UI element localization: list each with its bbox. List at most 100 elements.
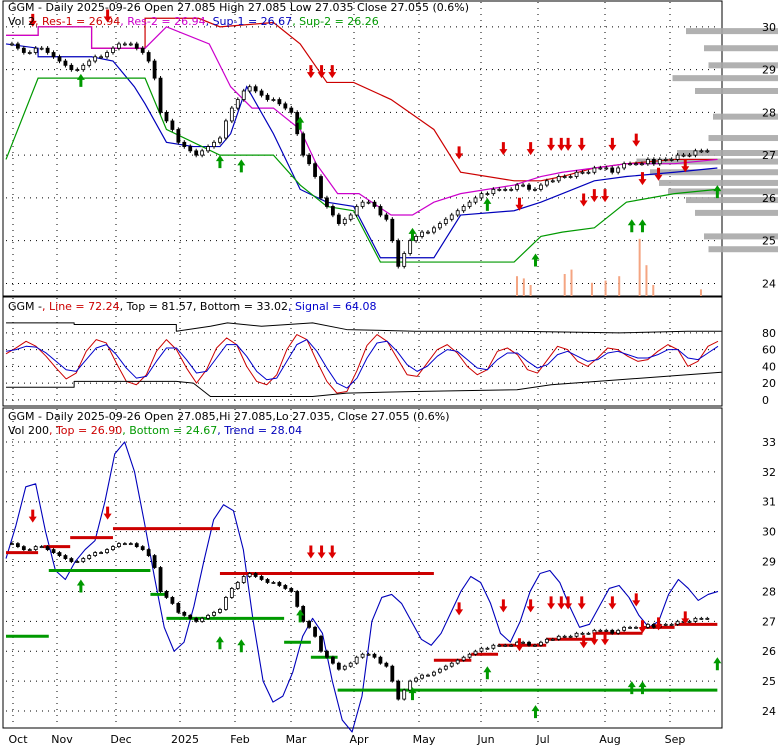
candle-body <box>188 614 193 619</box>
header-part: , Sup-2 = 26.26 <box>292 15 379 28</box>
sell-arrow <box>499 142 508 156</box>
candle-body <box>586 171 591 174</box>
price-series-line <box>5 43 718 259</box>
candle-body <box>164 111 169 122</box>
candle-body <box>277 99 282 105</box>
y-tick-label: 26 <box>762 645 776 658</box>
y-tick-label: 28 <box>762 585 776 598</box>
y-tick-label: 24 <box>762 705 776 718</box>
trend-signal-arrows <box>28 506 722 719</box>
candle-body <box>544 180 549 186</box>
y-tick-label: 20 <box>762 377 776 390</box>
sell-arrow <box>590 189 599 203</box>
candle-body <box>539 641 543 646</box>
candle-body <box>485 193 490 196</box>
sell-arrow <box>601 189 610 203</box>
candle-body <box>699 617 704 620</box>
sell-arrow <box>306 65 315 79</box>
trend-header-line2: Vol 200, Top = 26.90, Bottom = 24.67, Tr… <box>8 424 302 437</box>
candle-body <box>289 107 294 113</box>
candle-body <box>158 77 163 113</box>
x-tick-label: Feb <box>230 733 249 745</box>
candle-body <box>348 662 353 667</box>
candle-body <box>610 629 615 634</box>
candle-body <box>681 154 686 157</box>
candle-body <box>402 689 407 700</box>
buy-arrow <box>408 687 417 701</box>
price-gridlines <box>6 2 718 295</box>
sell-arrow <box>638 620 647 634</box>
candle-body <box>556 635 561 640</box>
candle-body <box>241 576 246 583</box>
oscillator-panel-frame <box>2 296 723 407</box>
candle-body <box>176 129 181 143</box>
sell-arrow <box>28 13 37 27</box>
candle-body <box>384 662 389 667</box>
candle-body <box>580 171 585 174</box>
candle-body <box>45 546 50 550</box>
price-header-line2: Vol 2, Res-1 = 26.94, Res-2 = 26.94, Sup… <box>8 15 379 28</box>
volume-bar <box>563 274 566 296</box>
volume-profile-bar <box>695 87 778 94</box>
candle-body <box>693 617 698 622</box>
volume-profile-bar <box>686 197 778 204</box>
volume-bar <box>522 278 525 296</box>
volume-bar <box>699 289 702 296</box>
candle-body <box>81 558 86 562</box>
candle-body <box>687 620 692 623</box>
buy-arrow <box>237 639 246 653</box>
candle-body <box>229 588 234 598</box>
candle-body <box>265 579 270 583</box>
candle-body <box>521 641 525 644</box>
candle-body <box>182 141 187 147</box>
y-tick-label: 29 <box>762 556 776 569</box>
x-tick-label: Mar <box>286 733 307 745</box>
buy-arrow <box>531 253 540 267</box>
y-tick-label: 25 <box>762 235 776 248</box>
candle-body <box>182 611 187 616</box>
candle-body <box>675 154 680 160</box>
volume-bar <box>638 238 641 296</box>
sell-arrow <box>654 617 663 631</box>
volume-bar <box>516 276 519 296</box>
candle-body <box>449 662 454 667</box>
sell-arrow <box>577 596 586 610</box>
candle-body <box>687 154 692 157</box>
sell-arrow <box>455 602 464 616</box>
y-tick-label: 30 <box>762 21 776 34</box>
candle-body <box>194 150 199 156</box>
candle-body <box>432 671 436 676</box>
candle-body <box>69 558 74 562</box>
candle-body <box>651 159 656 165</box>
header-part: , Sup-1 = 26.67 <box>206 15 293 28</box>
candle-body <box>628 163 632 166</box>
volume-profile <box>636 28 778 253</box>
trend-gridlines <box>6 409 718 727</box>
candle-body <box>657 159 662 165</box>
sell-arrow <box>455 146 464 160</box>
candle-body <box>51 549 56 553</box>
volume-profile-bar <box>677 150 778 156</box>
candle-body <box>461 206 466 212</box>
candle-body <box>443 665 448 670</box>
candle-body <box>122 543 127 546</box>
support-resistance-lines <box>5 17 718 263</box>
candle-body <box>146 549 151 556</box>
candle-body <box>414 235 418 242</box>
candle-body <box>396 240 401 267</box>
candle-body <box>568 635 573 638</box>
candle-body <box>533 188 537 191</box>
candle-body <box>515 184 520 190</box>
y-tick-label: 27 <box>762 615 776 628</box>
candle-body <box>568 176 573 178</box>
buy-arrow <box>296 609 305 623</box>
candle-body <box>152 60 157 79</box>
candle-body <box>330 206 335 216</box>
candle-body <box>527 184 531 190</box>
buy-arrow <box>713 657 722 671</box>
y-tick-label: 28 <box>762 106 776 119</box>
candle-body <box>241 90 246 100</box>
candle-body <box>325 197 329 207</box>
candle-body <box>503 188 508 191</box>
candle-body <box>509 188 514 191</box>
